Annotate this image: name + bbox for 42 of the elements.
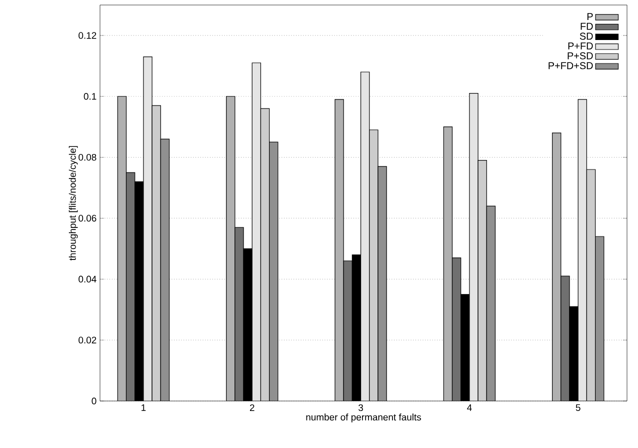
x-axis-title: number of permanent faults [306, 414, 422, 422]
legend-label: FD [580, 22, 593, 30]
bar [226, 96, 236, 401]
bar [117, 96, 127, 401]
bar [126, 172, 136, 401]
bar [152, 105, 161, 401]
bar [560, 276, 570, 401]
y-tick-label: 0.12 [78, 32, 96, 39]
bar [552, 132, 562, 401]
bar [443, 126, 453, 401]
bar [360, 72, 370, 401]
y-tick-label: 0 [92, 398, 96, 404]
bar [369, 130, 378, 401]
legend-label: P+FD [568, 42, 593, 50]
bar [486, 206, 496, 401]
x-tick-label: 5 [576, 404, 580, 411]
y-axis-title: throughput [flits/node/cycle] [68, 146, 78, 260]
y-tick-label: 0.04 [78, 276, 96, 283]
x-tick-label: 2 [250, 404, 254, 411]
x-tick-label: 3 [358, 404, 363, 412]
bar [252, 62, 262, 401]
legend-label: P+SD [568, 52, 593, 60]
bar [452, 258, 462, 401]
bar [378, 166, 387, 401]
bar [586, 169, 596, 401]
y-tick-label: 0.1 [84, 93, 96, 100]
legend-label: P [587, 13, 593, 20]
x-tick-label: 4 [467, 404, 472, 411]
y-tick-label: 0.08 [78, 154, 96, 161]
bar [343, 260, 352, 401]
bar [269, 142, 278, 401]
bar [160, 138, 170, 401]
legend-label: SD [580, 32, 593, 40]
y-tick-label: 0.02 [78, 336, 96, 344]
bar [578, 99, 588, 401]
y-tick-label: 0.06 [78, 214, 96, 222]
bar [478, 160, 487, 401]
x-tick-label: 1 [142, 404, 146, 411]
bar [260, 108, 270, 401]
legend-label: P+FD+SD [548, 62, 593, 70]
bar [334, 99, 344, 401]
bar [595, 236, 604, 401]
